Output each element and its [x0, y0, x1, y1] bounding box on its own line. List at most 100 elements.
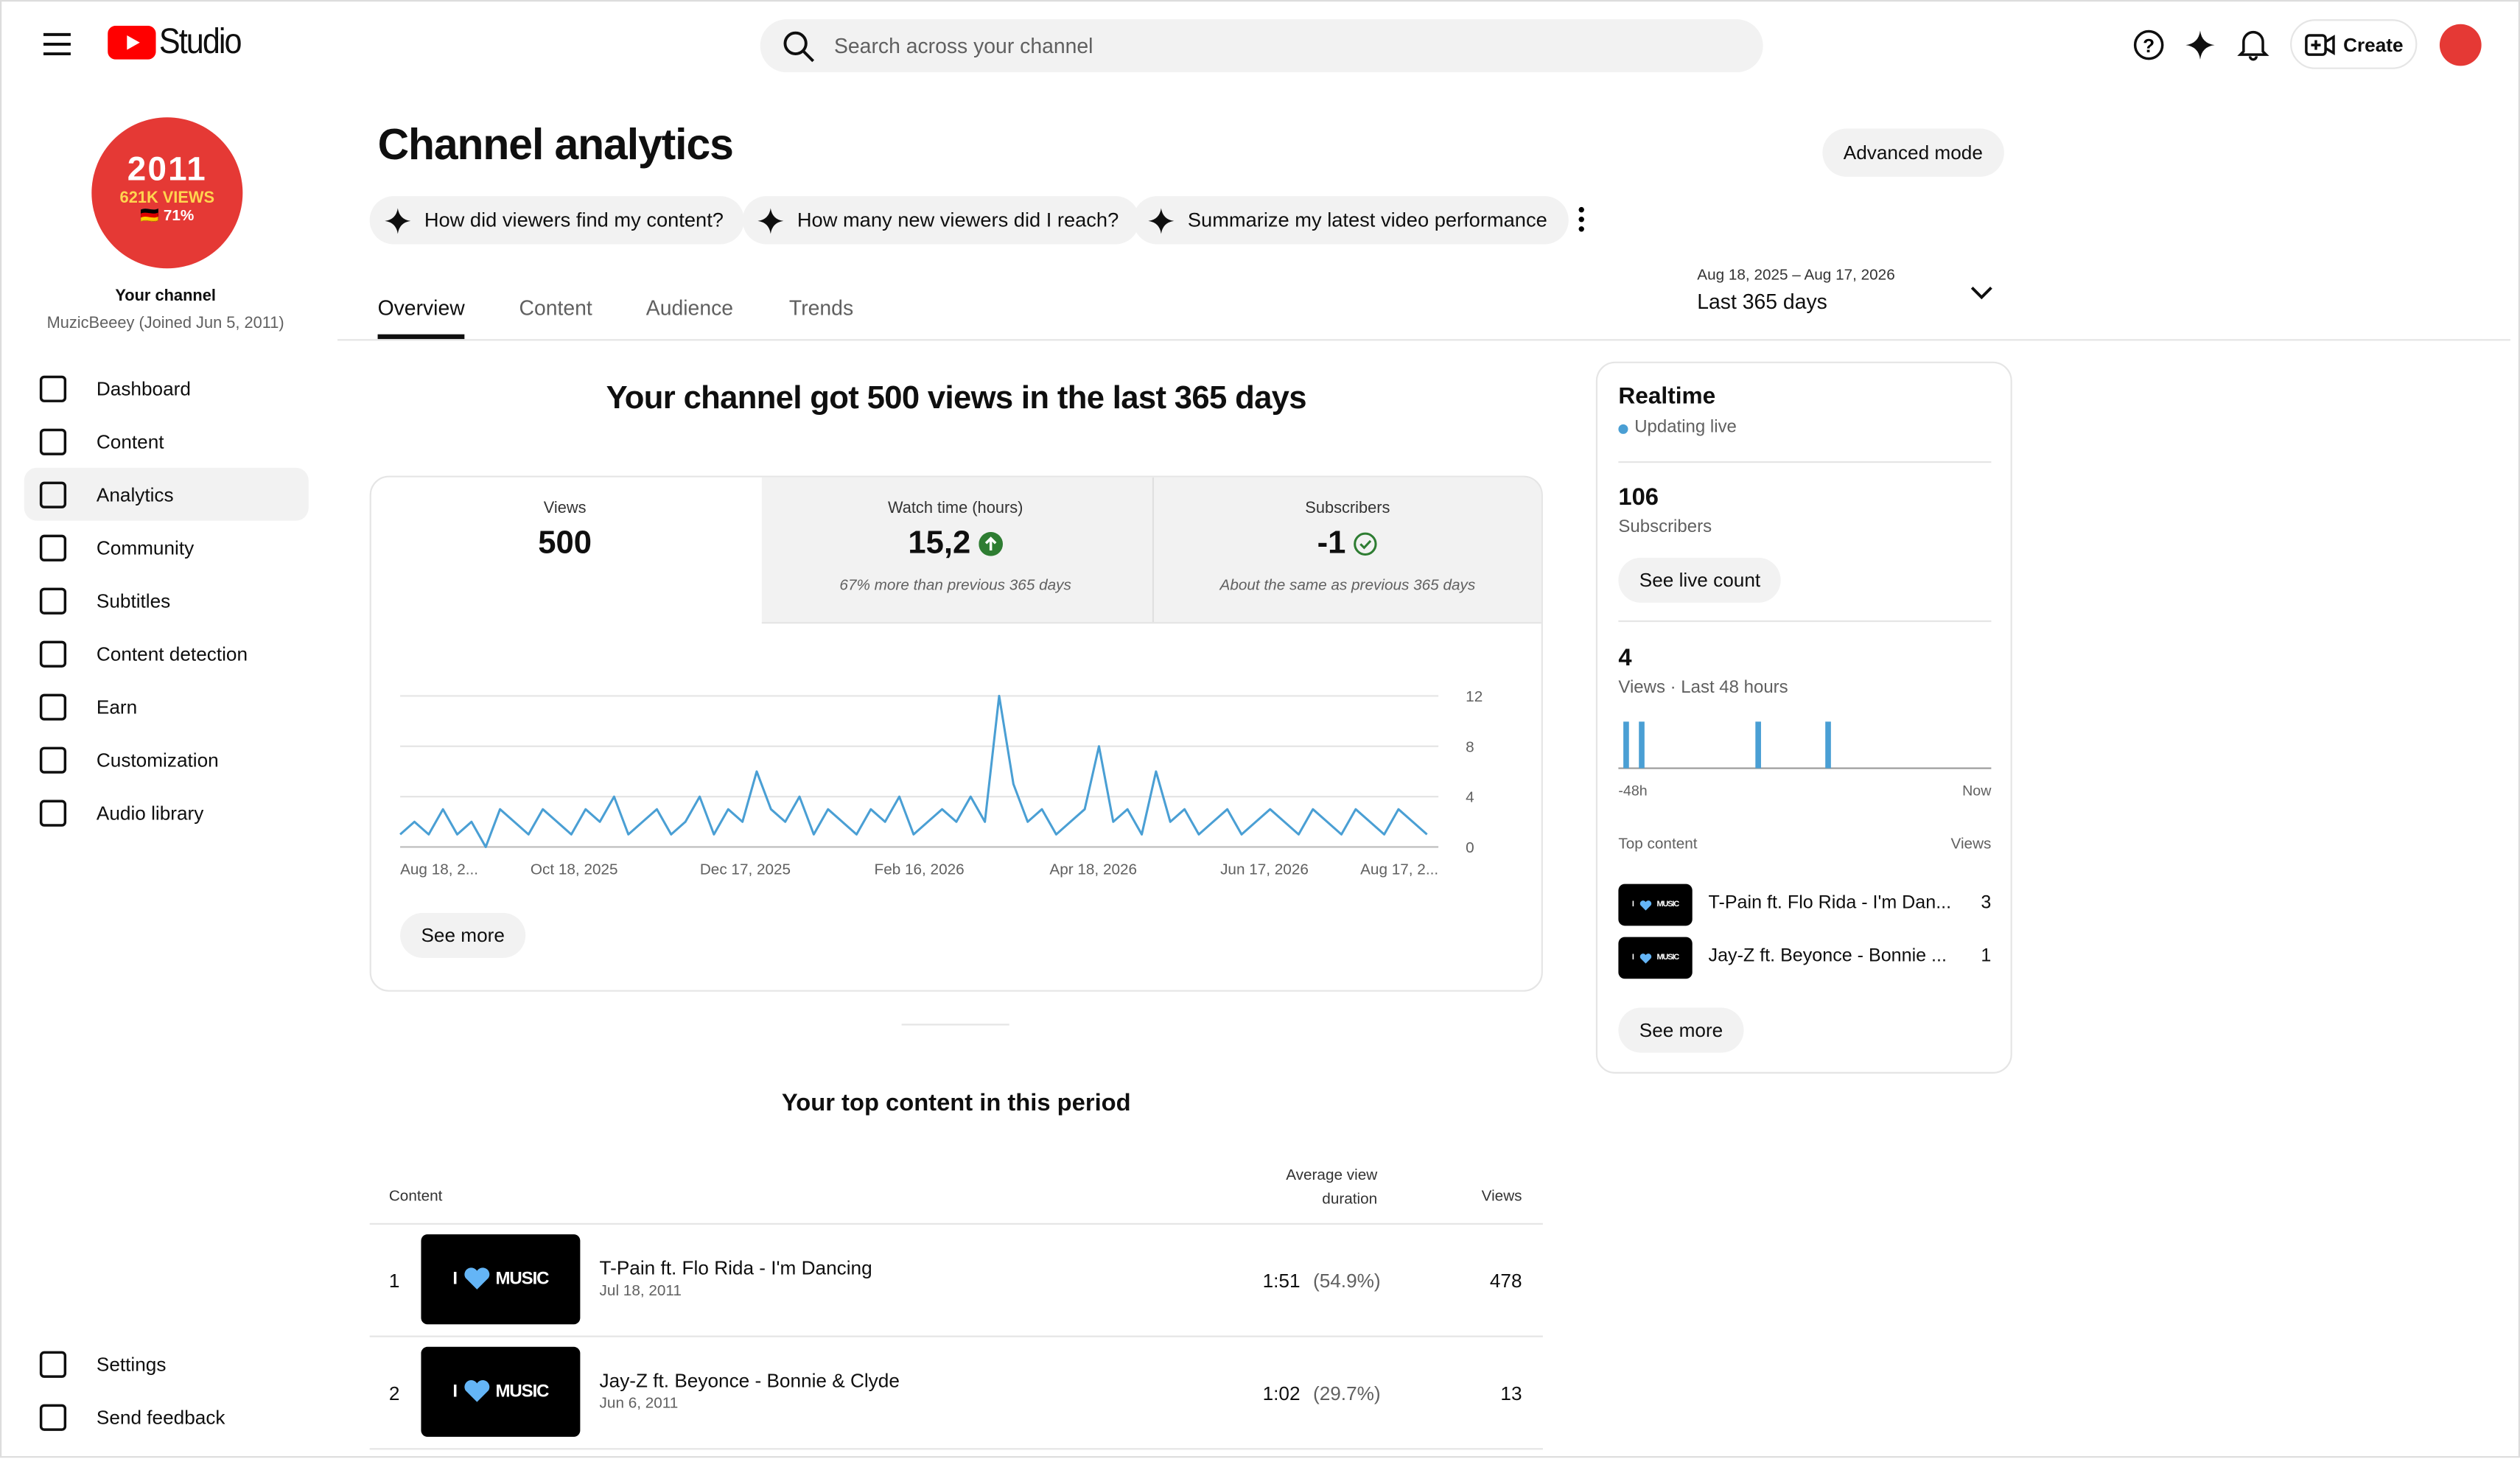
channel-info: MuzicBeeey (Joined Jun 5, 2011) — [46, 315, 284, 333]
nav-label: Content detection — [96, 642, 248, 665]
prompt-text: How many new viewers did I reach? — [797, 209, 1119, 232]
thumbnail[interactable]: I MUSIC — [421, 1346, 581, 1437]
period-dropdown-icon[interactable] — [1970, 284, 1993, 301]
nav-icon — [39, 1403, 67, 1430]
duration-percent: (29.7%) — [1312, 1382, 1381, 1405]
metric-bg — [761, 477, 1541, 624]
x-tick-label: -48h — [1618, 783, 1647, 800]
x-tick-label: Feb 16, 2026 — [875, 861, 965, 878]
thumb-right: MUSIC — [1656, 900, 1679, 910]
row-divider — [369, 1335, 1543, 1337]
nav-icon — [39, 587, 67, 614]
views-line — [399, 694, 1428, 848]
item-title[interactable]: Jay-Z ft. Beyonce - Bonnie ... — [1708, 946, 1947, 966]
menu-icon[interactable] — [43, 32, 71, 57]
more-icon[interactable] — [1575, 206, 1587, 233]
your-channel: Your channel — [115, 287, 216, 306]
thumbnail[interactable]: I MUSIC — [421, 1234, 581, 1325]
tab[interactable]: Trends — [788, 295, 854, 321]
avatar-percent: 🇩🇪 71% — [140, 207, 195, 225]
sparkle — [757, 207, 784, 234]
ai-icon[interactable] — [2184, 29, 2216, 61]
y-tick-label: 0 — [1466, 839, 1474, 856]
video-title[interactable]: Jay-Z ft. Beyonce - Bonnie & Clyde — [599, 1369, 900, 1392]
live-dot — [1618, 424, 1628, 434]
logo-icon[interactable] — [108, 25, 156, 60]
video-title[interactable]: T-Pain ft. Flo Rida - I'm Dancing — [599, 1256, 872, 1280]
nav-label: Community — [96, 536, 195, 559]
nav-icon — [39, 1350, 67, 1377]
duration: 1:02 — [1262, 1382, 1301, 1405]
views: 478 — [1489, 1270, 1522, 1292]
thumbnail[interactable]: I MUSIC — [1618, 884, 1693, 926]
nav-label: Settings — [96, 1352, 167, 1375]
prompt-chip[interactable]: Summarize my latest video performance — [1133, 196, 1569, 245]
nav-item[interactable]: Audio library — [24, 786, 309, 839]
metric-value-row: -1 — [1152, 525, 1543, 562]
nav-icon — [39, 427, 67, 455]
tab[interactable]: Audience — [645, 295, 734, 321]
period[interactable]: Last 365 days — [1697, 289, 1827, 314]
thumb-left: I — [1631, 900, 1634, 910]
search-box[interactable]: Search across your channel — [760, 19, 1763, 73]
prompt-chip[interactable]: How did viewers find my content? — [369, 196, 745, 245]
heart — [463, 1380, 489, 1403]
rank: 2 — [388, 1382, 400, 1405]
realtime-see-more[interactable]: See more — [1618, 1007, 1744, 1053]
create-button[interactable]: Create — [2290, 19, 2418, 69]
logo-text[interactable]: Studio — [158, 21, 242, 61]
sparkle-icon — [1148, 207, 1175, 234]
y-tick-label: 4 — [1466, 789, 1474, 806]
duration: 1:51 — [1262, 1270, 1301, 1292]
see-live-count-button[interactable]: See live count — [1618, 557, 1782, 603]
tab[interactable]: Overview — [377, 295, 465, 321]
views: 13 — [1500, 1382, 1522, 1405]
video-date: Jul 18, 2011 — [599, 1282, 682, 1301]
nav-label: Subtitles — [96, 589, 171, 612]
prompt-text: Summarize my latest video performance — [1187, 209, 1547, 232]
nav-item[interactable]: Customization — [24, 733, 309, 786]
metric-label: Views — [543, 500, 587, 518]
metric[interactable]: Subscribers -1 About the same as previous … — [1152, 477, 1543, 620]
nav-item[interactable]: Settings — [24, 1337, 309, 1390]
column-views: Views — [1481, 1187, 1522, 1206]
metric-divider — [1152, 477, 1155, 623]
item-title[interactable]: T-Pain ft. Flo Rida - I'm Dan... — [1708, 893, 1952, 913]
account-avatar[interactable] — [2439, 24, 2482, 66]
nav-item[interactable]: Content — [24, 415, 309, 468]
row-divider — [369, 1448, 1543, 1450]
nav-item[interactable]: Earn — [24, 680, 309, 733]
x-tick-label: Dec 17, 2025 — [700, 861, 791, 878]
tab[interactable]: Content — [519, 295, 592, 321]
notifications-icon[interactable] — [2237, 27, 2269, 61]
metric[interactable]: Watch time (hours) 15,2 67% more than prev… — [760, 477, 1151, 620]
nav-item[interactable]: Community — [24, 521, 309, 574]
help-icon[interactable]: ? — [2132, 29, 2165, 61]
heart-icon — [463, 1268, 489, 1290]
icon-shape — [39, 1403, 67, 1430]
icon-shape — [39, 587, 67, 614]
nav-item[interactable]: Content detection — [24, 627, 309, 680]
prompt-text: How did viewers find my content? — [424, 209, 724, 232]
advanced-mode-button[interactable]: Advanced mode — [1822, 128, 2004, 177]
icon-shape — [39, 533, 67, 561]
prompt-chip[interactable]: How many new viewers did I reach? — [742, 196, 1140, 245]
see-more-button[interactable]: See more — [400, 912, 526, 958]
heart-icon — [463, 1380, 489, 1403]
thumb-left: I — [1631, 953, 1634, 963]
nav-item[interactable]: Dashboard — [24, 362, 309, 415]
thumbnail[interactable]: I MUSIC — [1618, 937, 1693, 979]
x-tick-label: Aug 18, 2... — [400, 861, 478, 878]
sparkle — [1148, 207, 1175, 234]
create-icon — [2305, 33, 2335, 55]
metric[interactable]: Views 500 — [370, 477, 760, 620]
nav-icon — [39, 640, 67, 667]
search-icon — [783, 31, 815, 63]
nav-item[interactable]: Send feedback — [24, 1390, 309, 1444]
row-divider — [369, 1222, 1543, 1225]
channel-avatar[interactable]: 2011 621K VIEWS 🇩🇪 71% — [91, 117, 243, 269]
nav-item[interactable]: Analytics — [24, 467, 309, 521]
nav-item[interactable]: Subtitles — [24, 574, 309, 627]
active-tab-indicator — [377, 334, 465, 340]
